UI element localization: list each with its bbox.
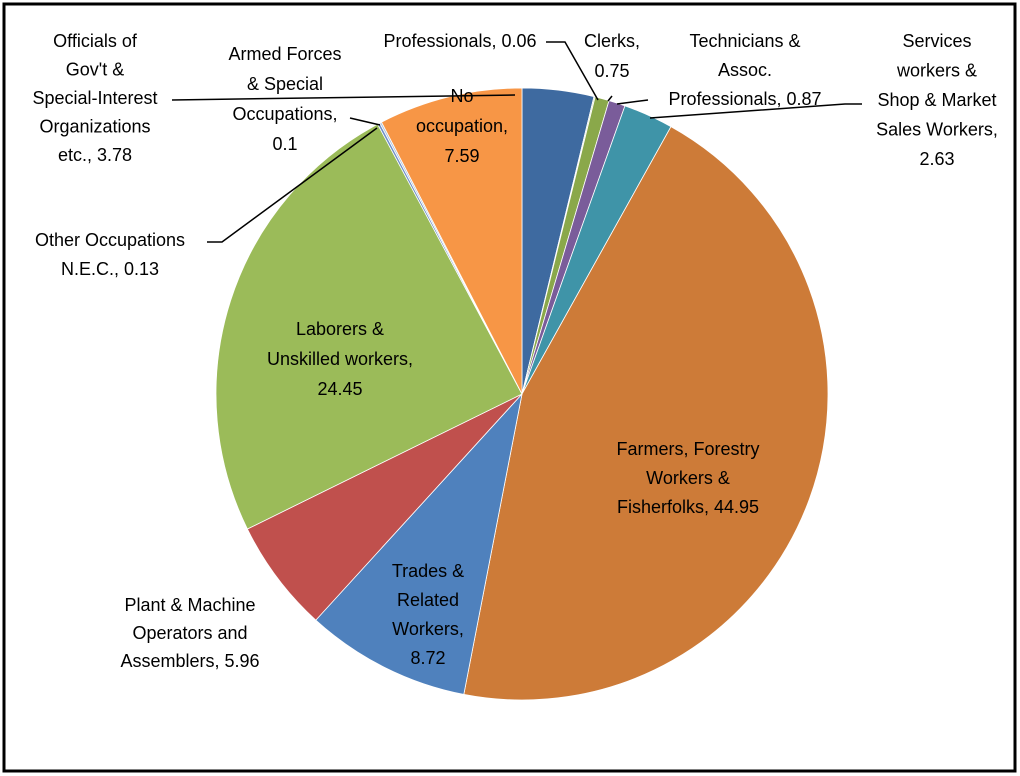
data-label: Laborers & Unskilled workers, 24.45 — [267, 319, 413, 399]
slices — [215, 87, 829, 701]
data-label-line: Shop & Market — [877, 90, 996, 110]
leader-line — [171, 94, 516, 101]
data-label-line: 7.59 — [444, 146, 479, 166]
data-label-line: Officials of — [53, 31, 138, 51]
data-label: Officials of Gov't & Special-Interest Organ… — [32, 31, 157, 165]
data-label: Farmers, Forestry Workers & Fisherfolks, 4… — [616, 439, 759, 517]
pie-slice — [315, 392, 523, 695]
data-label-line: Plant & Machine — [124, 595, 255, 615]
data-label-line: Clerks, — [584, 31, 640, 51]
data-label-line: No — [450, 86, 473, 106]
data-label-line: Farmers, Forestry — [616, 439, 759, 459]
data-label-line: Trades & — [392, 561, 464, 581]
data-label-line: 0.1 — [272, 134, 297, 154]
data-label-line: N.E.C., 0.13 — [61, 259, 159, 279]
data-label-line: Other Occupations — [35, 230, 185, 250]
data-label-line: Unskilled workers, — [267, 349, 413, 369]
data-label-line: & Special — [247, 74, 323, 94]
data-label-line: Sales Workers, — [876, 119, 998, 139]
pie-slice — [463, 126, 829, 701]
data-label: Armed Forces & Special Occupations, 0.1 — [228, 44, 341, 154]
data-label-line: Assemblers, 5.96 — [120, 651, 259, 671]
data-label: Professionals, 0.06 — [383, 31, 536, 51]
data-label-line: Workers & — [646, 468, 730, 488]
data-label-line: Fisherfolks, 44.95 — [617, 497, 759, 517]
data-label-line: Occupations, — [232, 104, 337, 124]
data-label: Plant & Machine Operators and Assemblers, … — [120, 595, 259, 671]
data-label: Clerks, 0.75 — [584, 31, 640, 81]
data-label-line: Professionals, 0.06 — [383, 31, 536, 51]
data-label-line: Operators and — [132, 623, 247, 643]
data-label-line: Related — [397, 590, 459, 610]
data-label-line: etc., 3.78 — [58, 145, 132, 165]
data-label: No occupation, 7.59 — [416, 86, 508, 166]
data-label-line: 2.63 — [919, 149, 954, 169]
data-label: Technicians & Assoc. Professionals, 0.87 — [668, 31, 821, 109]
data-label: Other Occupations N.E.C., 0.13 — [35, 230, 185, 279]
data-label-line: Technicians & — [689, 31, 800, 51]
data-label-line: Organizations — [39, 116, 150, 136]
pie-slice — [215, 123, 523, 530]
leader-line — [607, 95, 613, 102]
data-label-line: Professionals, 0.87 — [668, 89, 821, 109]
leader-line — [546, 41, 599, 101]
data-label-line: 0.75 — [594, 61, 629, 81]
data-label-line: Assoc. — [718, 60, 772, 80]
data-label-line: occupation, — [416, 116, 508, 136]
leader-line — [349, 117, 381, 126]
data-label-line: workers & — [896, 60, 977, 80]
data-label-line: Special-Interest — [32, 88, 157, 108]
leader-line — [207, 127, 378, 243]
leader-line — [616, 99, 649, 105]
data-label: Trades & Related Workers, 8.72 — [392, 561, 464, 668]
data-label-line: Services — [902, 31, 971, 51]
data-label-line: Armed Forces — [228, 44, 341, 64]
data-label-line: 8.72 — [410, 648, 445, 668]
data-label-line: Workers, — [392, 619, 464, 639]
data-label: Services workers & Shop & Market Sales Work… — [876, 31, 998, 169]
leader-line — [649, 103, 862, 119]
data-label-line: Gov't & — [66, 59, 124, 79]
data-label-line: Laborers & — [296, 319, 384, 339]
pie-slice — [380, 87, 523, 395]
data-label-line: 24.45 — [317, 379, 362, 399]
